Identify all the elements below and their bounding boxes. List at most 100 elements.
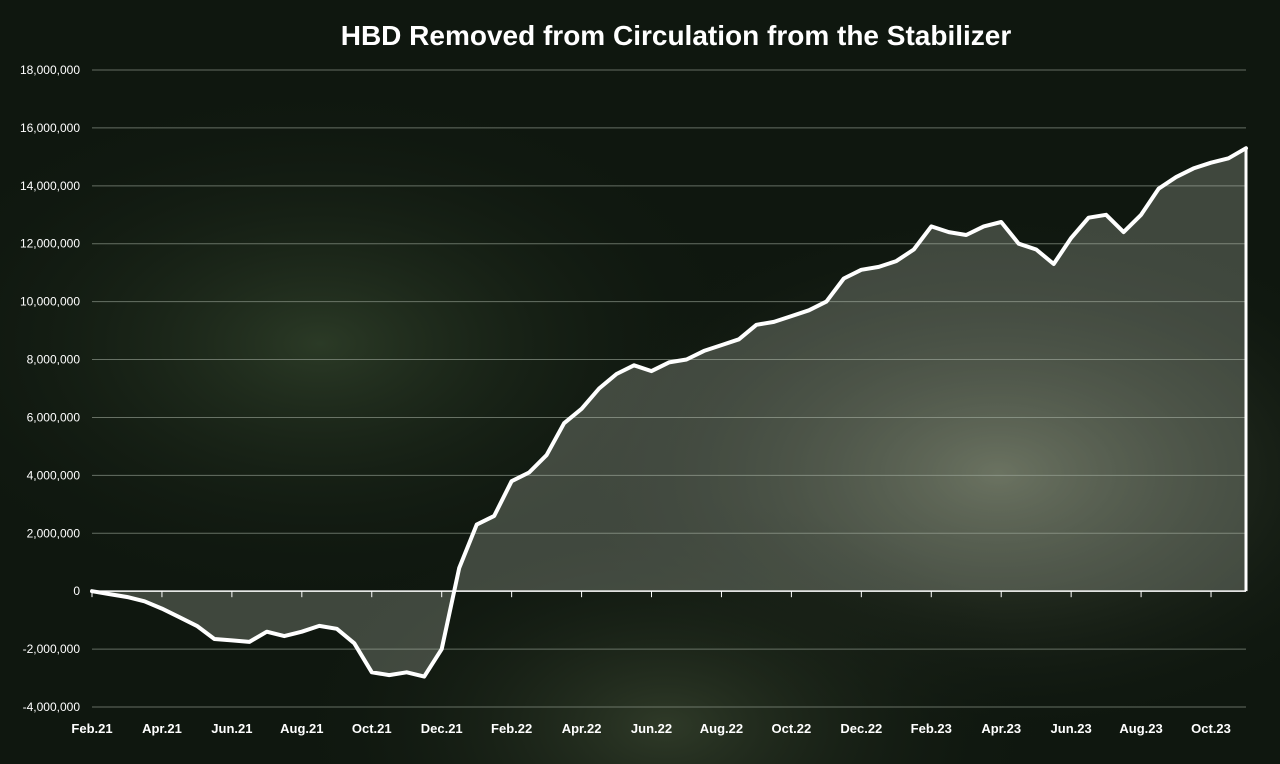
x-tick-label: Apr.21 <box>142 721 182 736</box>
data-point <box>177 615 181 619</box>
series-area-fill <box>92 148 1246 677</box>
data-point <box>789 314 793 318</box>
data-point <box>1209 161 1213 165</box>
data-point <box>999 220 1003 224</box>
data-point <box>824 300 828 304</box>
data-point <box>160 607 164 611</box>
data-point <box>650 369 654 373</box>
data-point <box>352 641 356 645</box>
data-point <box>754 323 758 327</box>
x-tick-label: Aug.22 <box>700 721 743 736</box>
chart-title: HBD Removed from Circulation from the St… <box>341 20 1012 51</box>
data-point <box>475 523 479 527</box>
data-point <box>457 566 461 570</box>
data-point <box>964 233 968 237</box>
y-tick-label: 8,000,000 <box>27 353 81 367</box>
data-point <box>1139 213 1143 217</box>
data-point <box>597 387 601 390</box>
data-point <box>1069 236 1073 240</box>
data-point <box>894 259 898 263</box>
data-point <box>1034 248 1038 252</box>
data-point <box>125 595 129 599</box>
y-tick-label: -4,000,000 <box>23 700 81 714</box>
x-tick-label: Jun.22 <box>631 721 672 736</box>
data-point <box>370 670 374 674</box>
y-tick-label: 16,000,000 <box>20 121 80 135</box>
data-point <box>300 630 304 634</box>
x-tick-label: Oct.22 <box>772 721 812 736</box>
data-point <box>335 627 339 631</box>
data-point <box>282 634 286 638</box>
y-tick-label: -2,000,000 <box>23 642 81 656</box>
data-point <box>877 265 881 269</box>
data-point <box>562 421 566 425</box>
x-tick-label: Dec.21 <box>421 721 463 736</box>
y-axis-tick-labels: 18,000,000 16,000,000 14,000,000 12,000,000… <box>20 63 80 714</box>
data-point <box>1174 175 1178 179</box>
gridlines <box>92 69 1246 708</box>
data-point <box>912 248 916 252</box>
data-point <box>265 630 269 634</box>
x-tick-label: Oct.21 <box>352 721 392 736</box>
data-point <box>929 224 933 228</box>
x-tick-label: Oct.23 <box>1191 721 1231 736</box>
data-point <box>632 363 636 367</box>
data-point <box>807 308 811 312</box>
y-tick-label: 10,000,000 <box>20 295 80 309</box>
data-point <box>1227 156 1231 160</box>
x-tick-label: Feb.22 <box>491 721 532 736</box>
data-point <box>492 514 496 518</box>
data-point <box>422 675 426 679</box>
data-point <box>212 637 216 641</box>
data-point <box>317 624 321 628</box>
data-point <box>772 320 776 324</box>
data-point <box>545 453 549 457</box>
y-tick-label: 2,000,000 <box>27 526 81 540</box>
x-tick-label: Feb.23 <box>911 721 952 736</box>
data-point <box>859 268 863 272</box>
x-tick-label: Aug.21 <box>280 721 323 736</box>
y-tick-label: 14,000,000 <box>20 179 80 193</box>
x-tick-label: Apr.23 <box>981 721 1021 736</box>
data-point <box>1122 230 1126 234</box>
data-point <box>615 372 619 376</box>
x-tick-label: Jun.23 <box>1051 721 1092 736</box>
data-point <box>1087 216 1091 220</box>
data-point <box>387 673 391 677</box>
x-tick-label: Aug.23 <box>1119 721 1162 736</box>
x-tick-label: Jun.21 <box>211 721 252 736</box>
x-tick-label: Feb.21 <box>71 721 112 736</box>
y-tick-label: 4,000,000 <box>27 468 81 482</box>
data-point <box>684 358 688 362</box>
x-axis-tick-labels: Feb.21 Apr.21 Jun.21 Aug.21 Oct.21 Dec.21 Feb.… <box>71 591 1231 736</box>
data-point <box>142 599 146 603</box>
y-tick-label: 18,000,000 <box>20 63 80 77</box>
data-point <box>1157 187 1161 191</box>
x-tick-label: Apr.22 <box>562 721 602 736</box>
series-points <box>90 146 1248 679</box>
data-point <box>107 592 111 596</box>
x-tick-label: Dec.22 <box>840 721 882 736</box>
data-point <box>947 230 951 234</box>
data-point <box>842 276 846 280</box>
data-point <box>580 407 584 411</box>
y-tick-label: 12,000,000 <box>20 237 80 251</box>
data-point <box>440 647 444 651</box>
data-point <box>1017 242 1021 246</box>
data-point <box>405 670 409 674</box>
data-point <box>1104 213 1108 217</box>
data-point <box>719 343 723 347</box>
y-tick-label: 0 <box>73 584 80 598</box>
data-point <box>510 479 514 483</box>
data-point <box>667 360 671 364</box>
data-point <box>230 638 234 642</box>
y-tick-label: 6,000,000 <box>27 410 81 424</box>
data-point <box>982 224 986 228</box>
data-point <box>1192 166 1196 170</box>
data-point <box>702 349 706 353</box>
data-point <box>737 337 741 341</box>
data-point <box>1052 262 1056 266</box>
data-point <box>527 470 531 474</box>
